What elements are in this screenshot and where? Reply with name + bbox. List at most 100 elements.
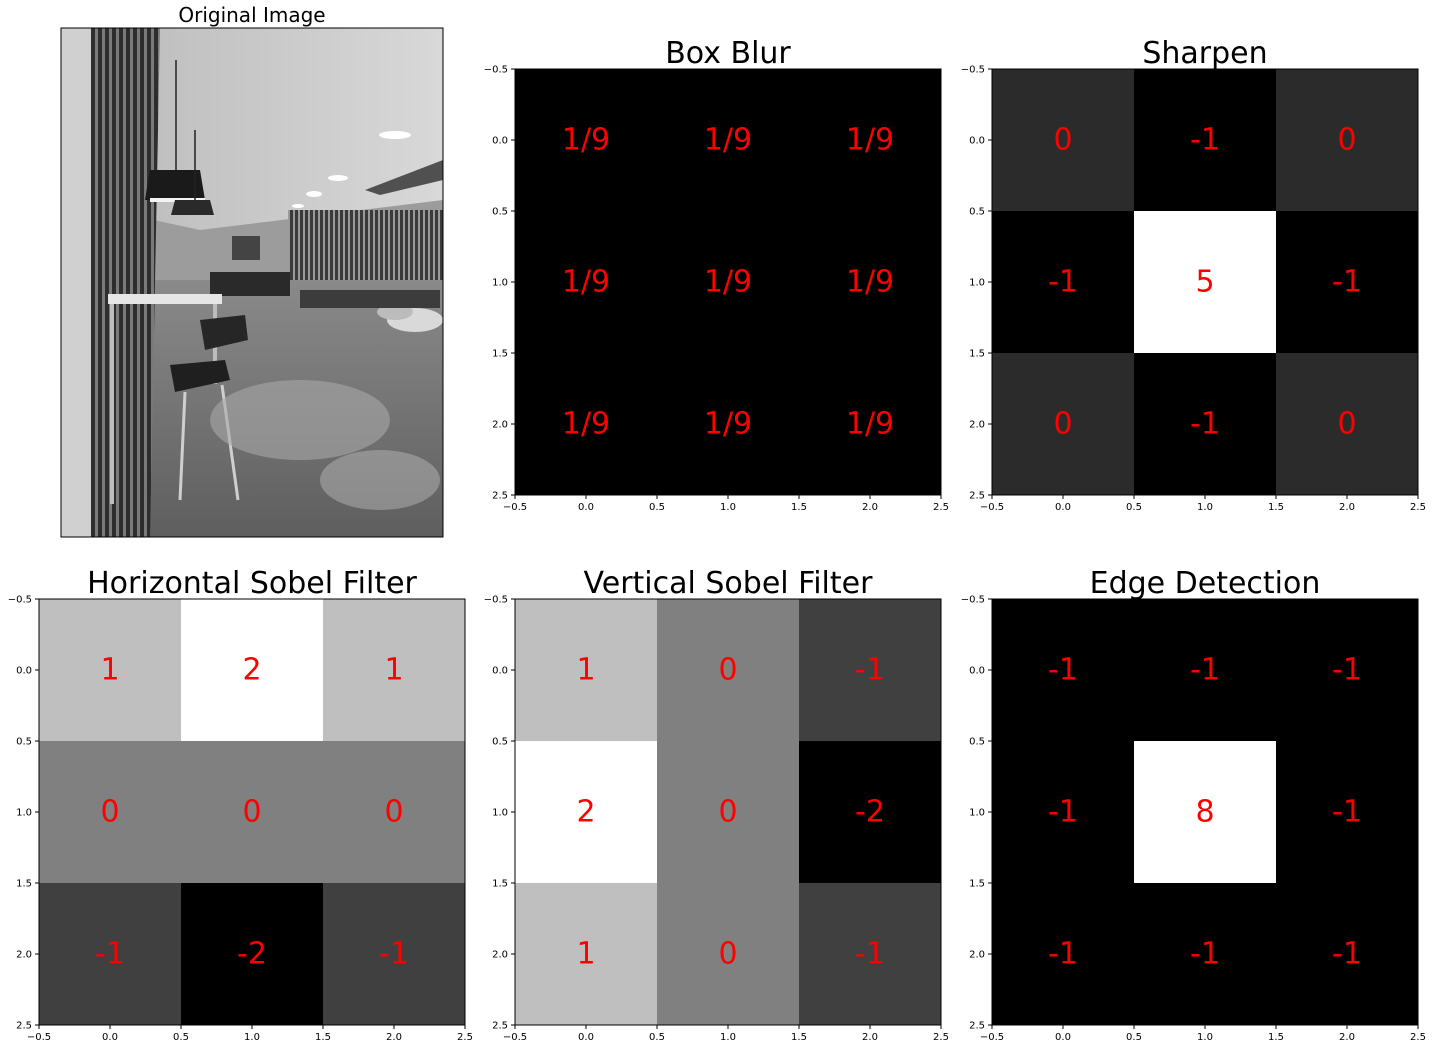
kernel-cell: [515, 599, 658, 742]
x-tick-label: 2.0: [1339, 1032, 1355, 1043]
kernel-cell-label: -2: [855, 795, 885, 830]
kernel-cell: [799, 741, 942, 884]
y-tick-label: 2.5: [492, 1021, 508, 1032]
kernel-cell: [657, 353, 800, 496]
x-tick-label: 1.5: [791, 502, 807, 513]
kernel-cell-label: 1/9: [562, 123, 610, 158]
kernel-cell: [1276, 883, 1419, 1026]
y-tick-label: 2.5: [969, 1021, 985, 1032]
kernel-cell-label: 0: [100, 795, 119, 830]
kernel-cell: [992, 353, 1135, 496]
kernel-cell: [992, 69, 1135, 212]
y-tick-label: 2.5: [16, 1021, 32, 1032]
kernel-cell: [799, 353, 942, 496]
kernel-cell: [39, 741, 182, 884]
kernel-cell: [799, 599, 942, 742]
kernel-cell-label: -2: [237, 937, 267, 972]
kernel-cell: [1134, 883, 1277, 1026]
y-tick-label: 0.0: [492, 136, 508, 147]
kernel-cell-label: -1: [855, 937, 885, 972]
kernel-cell-label: -1: [1332, 795, 1362, 830]
y-tick-label: 0.5: [492, 737, 508, 748]
kernel-cell: [1276, 69, 1419, 212]
kernel-cell-label: 0: [718, 795, 737, 830]
kernel-cell: [515, 353, 658, 496]
x-tick-label: 0.0: [1055, 1032, 1071, 1043]
y-tick-label: 2.5: [969, 491, 985, 502]
x-tick-label: 1.5: [1268, 502, 1284, 513]
kernel-cell-label: -1: [1190, 937, 1220, 972]
kernel-cell-label: 0: [1337, 123, 1356, 158]
x-tick-label: 1.0: [244, 1032, 260, 1043]
kernel-cell: [1276, 599, 1419, 742]
kernel-cell-label: 0: [718, 653, 737, 688]
x-tick-label: 2.5: [933, 1032, 949, 1043]
kernel-cell-label: 1: [576, 937, 595, 972]
x-tick-label: 0.5: [1126, 502, 1142, 513]
x-tick-label: 1.5: [315, 1032, 331, 1043]
kernel-cell: [1134, 69, 1277, 212]
y-tick-label: 2.0: [492, 420, 508, 431]
kernel-cell-label: -1: [95, 937, 125, 972]
kernel-cell-label: 5: [1195, 265, 1214, 300]
horizontal-sobel-filter-panel: Horizontal Sobel Filter 1 2 1 0 0 0 -1 -2 -1 −0.5 0…: [8, 566, 473, 1043]
kernel-cell-label: 0: [1053, 123, 1072, 158]
x-tick-label: 1.0: [1197, 1032, 1213, 1043]
kernel-cell: [799, 883, 942, 1026]
y-tick-label: 0.0: [969, 136, 985, 147]
kernel-cell-label: 0: [384, 795, 403, 830]
x-tick-label: 2.5: [933, 502, 949, 513]
x-tick-label: 0.0: [578, 502, 594, 513]
kernel-cell: [515, 741, 658, 884]
kernel-cell-label: 1/9: [704, 407, 752, 442]
x-tick-label: 1.0: [720, 502, 736, 513]
x-tick-label: 0.5: [649, 502, 665, 513]
kernel-cell-label: -1: [1190, 123, 1220, 158]
y-tick-label: 2.0: [16, 950, 32, 961]
kernel-cell-label: -1: [1048, 795, 1078, 830]
x-tick-label: 2.0: [386, 1032, 402, 1043]
kernel-cell: [39, 599, 182, 742]
y-tick-label: 2.0: [492, 950, 508, 961]
kernel-cell-label: 1/9: [846, 265, 894, 300]
x-tick-label: 1.0: [1197, 502, 1213, 513]
kernel-cell-label: 1: [384, 653, 403, 688]
x-tick-label: −0.5: [980, 1032, 1004, 1043]
kernel-cell: [181, 741, 324, 884]
y-tick-label: −0.5: [961, 595, 985, 606]
x-tick-label: −0.5: [503, 502, 527, 513]
kernel-cell-label: -1: [1048, 937, 1078, 972]
x-tick-label: 0.5: [1126, 1032, 1142, 1043]
kernel-cell-label: 1/9: [562, 265, 610, 300]
edge-detection-panel: Edge Detection -1 -1 -1 -1 8 -1 -1 -1 -1 −0.5 0.0 0.…: [961, 566, 1426, 1043]
y-tick-label: 0.5: [969, 737, 985, 748]
y-tick-label: 0.5: [16, 737, 32, 748]
kernel-cell-label: 1: [576, 653, 595, 688]
x-tick-label: 2.5: [1410, 1032, 1426, 1043]
x-tick-label: 2.0: [862, 1032, 878, 1043]
kernel-cell: [992, 883, 1135, 1026]
kernel-cell: [39, 883, 182, 1026]
kernel-cell-label: -1: [1332, 265, 1362, 300]
y-tick-label: 1.5: [492, 349, 508, 360]
kernel-cell-label: 1: [100, 653, 119, 688]
x-tick-label: 2.5: [1410, 502, 1426, 513]
kernel-cell-label: 1/9: [704, 265, 752, 300]
kernel-cell-label: 0: [718, 937, 737, 972]
original-image-panel: Original Image: [60, 3, 444, 538]
kernel-cell: [1134, 741, 1277, 884]
kernel-cell: [657, 599, 800, 742]
x-tick-label: 0.0: [1055, 502, 1071, 513]
kernel-cell: [323, 883, 466, 1026]
x-tick-label: −0.5: [27, 1032, 51, 1043]
kernel-cell: [323, 741, 466, 884]
x-tick-label: 0.5: [649, 1032, 665, 1043]
x-tick-label: −0.5: [980, 502, 1004, 513]
y-tick-label: −0.5: [961, 65, 985, 76]
kernel-cell-label: 8: [1195, 795, 1214, 830]
y-tick-label: 2.0: [969, 420, 985, 431]
kernel-cell-label: 2: [242, 653, 261, 688]
kernel-cell: [1134, 599, 1277, 742]
kernel-cell: [1276, 353, 1419, 496]
